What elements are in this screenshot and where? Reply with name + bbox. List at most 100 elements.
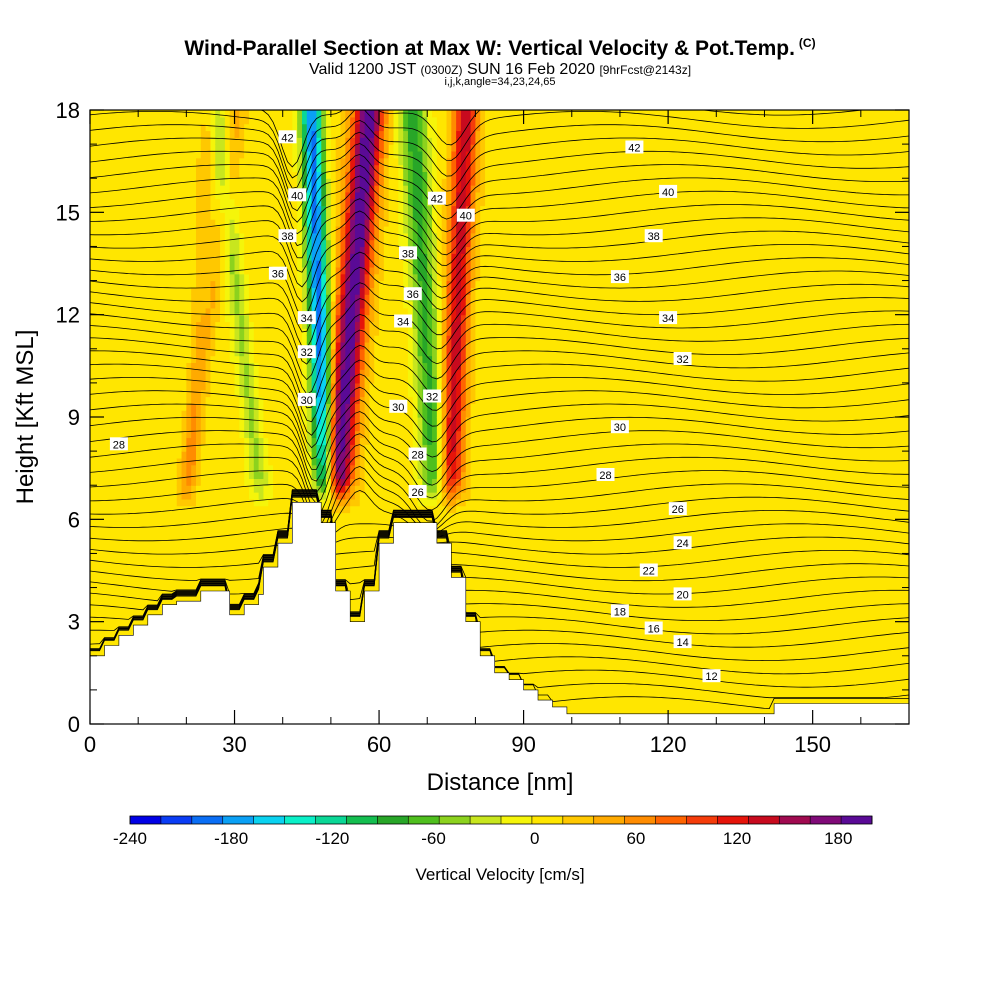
field-cell (123, 505, 130, 514)
field-cell (171, 539, 178, 548)
field-cell (90, 301, 96, 309)
field-cell (128, 451, 134, 459)
field-cell (215, 369, 221, 377)
field-cell (181, 307, 187, 316)
field-cell (234, 553, 240, 561)
field-cell (195, 396, 202, 404)
field-cell (162, 198, 168, 207)
field-cell (326, 485, 332, 493)
field-cell (268, 417, 274, 425)
field-cell (118, 144, 125, 152)
field-cell (138, 225, 144, 234)
field-cell (253, 253, 260, 261)
field-cell (258, 328, 265, 336)
field-cell (109, 137, 115, 145)
field-cell (200, 369, 207, 377)
field-cell (99, 417, 106, 425)
field-cell (200, 314, 207, 323)
field-cell (123, 567, 130, 575)
field-cell (157, 171, 163, 179)
field-cell (99, 471, 106, 479)
field-cell (94, 239, 101, 248)
field-cell (326, 137, 332, 145)
field-cell (133, 307, 139, 316)
field-cell (167, 519, 173, 527)
field-cell (330, 430, 337, 439)
field-cell (306, 280, 313, 288)
field-cell (273, 403, 279, 411)
field-cell (345, 560, 351, 568)
field-cell (167, 478, 173, 486)
field-cell (224, 212, 231, 220)
field-cell (109, 116, 115, 125)
field-cell (335, 260, 342, 268)
field-cell (114, 185, 120, 193)
field-cell (258, 273, 265, 282)
field-cell (142, 164, 149, 172)
field-cell (142, 110, 149, 118)
field-cell (311, 376, 318, 384)
field-cell (224, 444, 231, 452)
field-cell (287, 498, 293, 507)
grid-params: i,j,k,angle=34,23,24,65 (444, 76, 556, 88)
field-cell (90, 532, 96, 541)
field-cell (215, 314, 221, 323)
field-cell (133, 178, 139, 186)
field-cell (138, 553, 144, 561)
field-cell (253, 580, 260, 589)
field-cell (297, 478, 303, 486)
field-cell (215, 280, 221, 288)
field-cell (123, 451, 130, 459)
field-cell (195, 512, 202, 520)
field-cell (210, 403, 216, 411)
field-cell (138, 314, 144, 323)
field-cell (335, 150, 342, 159)
field-cell (104, 539, 110, 548)
field-cell (345, 376, 351, 384)
field-cell (205, 451, 212, 459)
field-cell (205, 505, 212, 514)
field-cell (167, 335, 173, 343)
field-cell (239, 580, 245, 589)
field-cell (234, 116, 240, 125)
field-cell (176, 410, 183, 418)
field-cell (340, 451, 346, 459)
field-cell (234, 444, 240, 452)
field-cell (90, 178, 96, 186)
field-cell (142, 157, 149, 166)
field-cell (186, 335, 192, 343)
field-cell (162, 437, 168, 445)
field-cell (109, 478, 115, 486)
field-cell (239, 417, 245, 425)
field-cell (138, 307, 144, 316)
field-cell (152, 608, 159, 616)
field-cell (263, 246, 269, 254)
field-cell (157, 314, 163, 323)
field-cell (147, 580, 154, 589)
field-cell (210, 328, 216, 336)
field-cell (345, 403, 351, 411)
field-cell (330, 294, 337, 302)
field-cell (229, 519, 236, 527)
field-cell (350, 294, 356, 302)
field-cell (215, 212, 221, 220)
field-cell (152, 164, 159, 172)
field-cell (268, 464, 274, 473)
field-cell (171, 198, 178, 207)
field-cell (210, 362, 216, 370)
field-cell (109, 587, 115, 595)
field-cell (94, 635, 101, 643)
field-cell (244, 239, 250, 248)
field-cell (176, 239, 183, 248)
field-cell (128, 601, 134, 609)
field-cell (162, 294, 168, 302)
field-cell (345, 130, 351, 138)
field-cell (335, 437, 342, 445)
field-cell (248, 123, 255, 132)
field-cell (128, 157, 134, 166)
field-cell (147, 457, 154, 466)
field-cell (239, 137, 245, 145)
field-cell (335, 225, 342, 234)
field-cell (258, 130, 265, 138)
field-cell (326, 232, 332, 241)
